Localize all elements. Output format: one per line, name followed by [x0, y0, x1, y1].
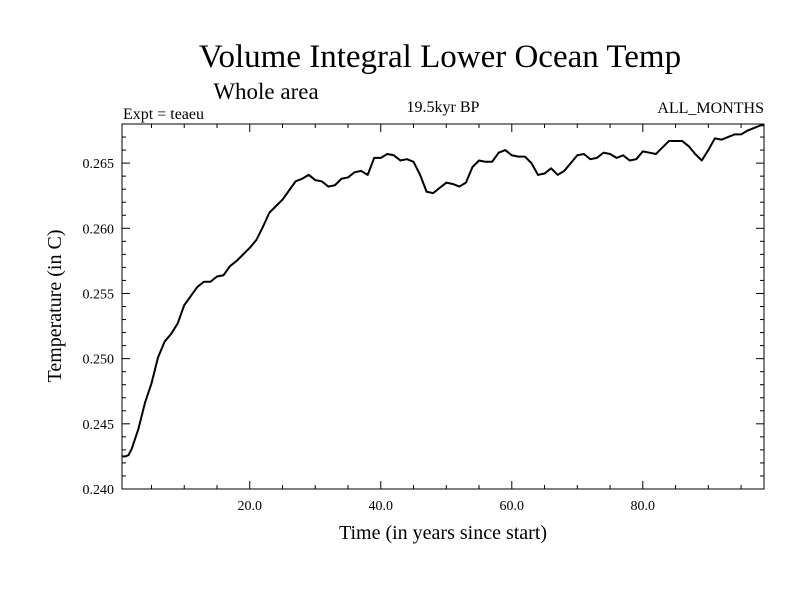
- x-tick-label: 20.0: [237, 499, 262, 514]
- y-tick-label: 0.250: [83, 353, 115, 368]
- plot-area-frame: [121, 123, 765, 490]
- tick-group: [122, 123, 764, 490]
- tick-label-group: 20.0 40.0 60.0 80.0 0.240 0.245 0.250 0.255 0.26…: [83, 157, 656, 514]
- months-label: ALL_MONTHS: [657, 100, 764, 117]
- temperature-series-line: [122, 124, 764, 458]
- y-tick-label: 0.255: [83, 287, 115, 302]
- y-axis-label: Temperature (in C): [44, 230, 66, 383]
- x-tick-label: 40.0: [369, 499, 394, 514]
- experiment-label: Expt = teaeu: [123, 106, 204, 123]
- y-tick-label: 0.240: [83, 483, 115, 498]
- y-tick-label: 0.245: [83, 418, 115, 433]
- y-tick-label: 0.265: [83, 157, 115, 172]
- x-tick-label: 60.0: [500, 499, 525, 514]
- chart-title: Volume Integral Lower Ocean Temp: [199, 39, 681, 75]
- chart-subtitle: Whole area: [213, 79, 318, 104]
- period-label: 19.5kyr BP: [407, 99, 480, 116]
- x-tick-label: 80.0: [631, 499, 656, 514]
- x-axis-label: Time (in years since start): [339, 522, 547, 544]
- y-tick-label: 0.260: [83, 222, 115, 237]
